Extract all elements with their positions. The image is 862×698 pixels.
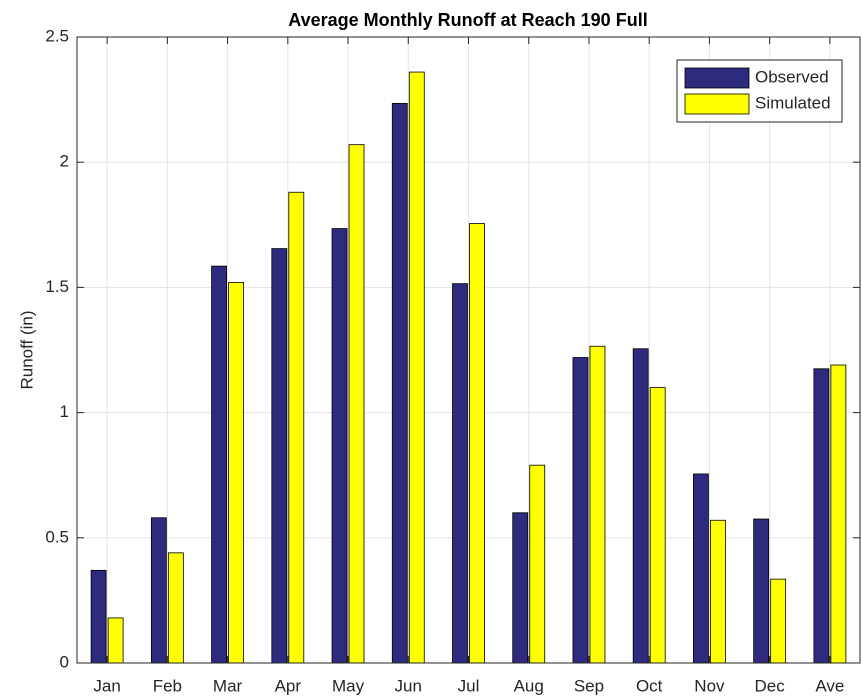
- bar: [331, 228, 348, 664]
- x-tick-label: Jul: [458, 676, 480, 695]
- bar: [271, 248, 288, 664]
- legend-label: Observed: [755, 67, 829, 86]
- bar: [753, 518, 770, 664]
- bar: [288, 191, 305, 664]
- x-tick-label: Apr: [275, 676, 302, 695]
- bar: [693, 473, 709, 664]
- bar: [90, 569, 107, 664]
- bar: [211, 265, 227, 664]
- x-tick-label: Ave: [815, 676, 844, 695]
- y-tick-label: 1.5: [45, 277, 69, 296]
- bar: [391, 102, 408, 664]
- x-tick-label: Jun: [395, 676, 422, 695]
- bar: [150, 517, 167, 664]
- bar: [408, 71, 425, 664]
- bar: [589, 345, 606, 664]
- bar: [572, 357, 589, 664]
- y-tick-label: 0.5: [45, 527, 69, 546]
- x-tick-label: Nov: [694, 676, 725, 695]
- bar: [830, 364, 847, 664]
- y-axis-label: Runoff (in): [17, 310, 36, 389]
- bar: [632, 348, 649, 664]
- bar: [512, 512, 529, 664]
- bar: [167, 552, 184, 664]
- x-tick-label: Mar: [213, 676, 243, 695]
- x-tick-label: Jan: [93, 676, 120, 695]
- y-tick-label: 1: [60, 402, 69, 421]
- bar: [649, 387, 666, 664]
- bar: [529, 464, 546, 664]
- bar: [228, 281, 244, 664]
- legend-swatch: [684, 93, 750, 115]
- bar: [770, 578, 787, 664]
- bar: [813, 368, 830, 664]
- x-tick-label: Aug: [514, 676, 544, 695]
- x-tick-label: May: [332, 676, 365, 695]
- y-tick-label: 2: [60, 152, 69, 171]
- x-tick-label: Oct: [636, 676, 663, 695]
- bar: [710, 519, 726, 664]
- y-tick-label: 0: [60, 652, 69, 671]
- x-tick-label: Feb: [153, 676, 182, 695]
- legend-label: Simulated: [755, 93, 831, 112]
- bar: [452, 283, 468, 664]
- x-tick-label: Sep: [574, 676, 604, 695]
- legend-swatch: [684, 67, 750, 89]
- bar: [348, 144, 365, 664]
- chart-title: Average Monthly Runoff at Reach 190 Full: [288, 10, 647, 30]
- bar: [107, 617, 124, 664]
- x-tick-label: Dec: [755, 676, 786, 695]
- bar: [469, 223, 485, 664]
- plot-frame: [76, 36, 861, 664]
- y-tick-label: 2.5: [45, 26, 69, 45]
